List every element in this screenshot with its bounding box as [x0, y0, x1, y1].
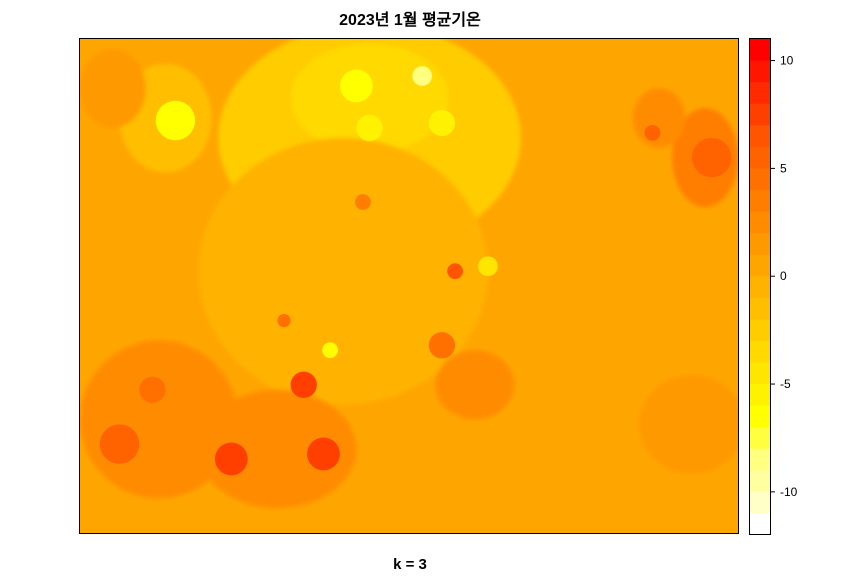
legend-tick-label-2: 5: [780, 161, 787, 175]
field-region-11: [639, 374, 738, 474]
field-region-4: [198, 137, 488, 405]
station-spot-15: [428, 332, 456, 359]
legend-frame: [749, 38, 771, 535]
station-spot-13: [644, 124, 661, 141]
legend-bin-22: [750, 491, 771, 514]
field-region-9: [435, 350, 515, 420]
legend-bin-23: [750, 513, 771, 536]
heatmap-svg: [80, 39, 738, 533]
field-region-3: [290, 43, 449, 153]
station-spot-10: [99, 424, 140, 464]
station-spot-16: [322, 342, 338, 359]
station-spot-17: [277, 314, 291, 328]
station-spot-2: [339, 69, 373, 103]
station-spot-9: [307, 437, 340, 471]
color-legend: 10 5 0 -5 -10: [749, 38, 829, 536]
station-spot-11: [139, 376, 166, 403]
legend-bin-14: [750, 319, 771, 342]
legend-bin-8: [750, 189, 771, 213]
legend-bin-16: [750, 362, 771, 385]
legend-bin-4: [750, 103, 771, 126]
field-region-6: [198, 389, 357, 509]
legend-bin-6: [750, 146, 771, 169]
station-spot-6: [447, 263, 463, 280]
legend-tick-label-3: 0: [780, 269, 787, 283]
heatmap-station-layer: [99, 66, 732, 476]
legend-bin-1: [750, 39, 771, 62]
legend-bin-11: [750, 254, 771, 277]
station-spot-12: [691, 137, 732, 178]
legend-bin-7: [750, 168, 771, 191]
legend-tick-label-5: -10: [780, 485, 798, 499]
legend-svg: 10 5 0 -5 -10: [749, 38, 798, 536]
legend-ticks: 10 5 0 -5 -10: [770, 54, 798, 499]
legend-bin-19: [750, 427, 771, 450]
station-spot-14: [355, 194, 371, 210]
heatmap-plot-area: [79, 38, 739, 534]
station-spot-3: [356, 114, 383, 142]
legend-bin-10: [750, 233, 771, 256]
legend-bin-15: [750, 340, 771, 363]
legend-tick-label-4: -5: [780, 377, 791, 391]
station-spot-4: [412, 66, 433, 86]
legend-bin-5: [750, 125, 771, 148]
station-spot-18: [478, 256, 498, 277]
legend-bin-12: [750, 276, 771, 299]
legend-bin-13: [750, 297, 771, 320]
station-spot-8: [214, 442, 248, 476]
station-spot-1: [155, 100, 196, 141]
field-region-8: [632, 88, 686, 148]
x-axis-label: k = 3: [393, 556, 427, 573]
legend-bin-20: [750, 448, 771, 471]
legend-bin-21: [750, 470, 771, 493]
chart-title: 2023년 1월 평균기온: [339, 12, 481, 29]
station-spot-7: [290, 371, 317, 398]
field-region-10: [80, 48, 146, 128]
legend-bin-3: [750, 82, 771, 105]
legend-color-bins: [750, 39, 771, 536]
heatmap-field-layer: [80, 39, 738, 509]
legend-bin-18: [750, 405, 771, 428]
legend-tick-label-1: 10: [780, 54, 794, 68]
legend-bin-17: [750, 384, 771, 407]
legend-bin-2: [750, 60, 771, 83]
legend-bin-9: [750, 211, 771, 234]
station-spot-5: [428, 109, 456, 137]
